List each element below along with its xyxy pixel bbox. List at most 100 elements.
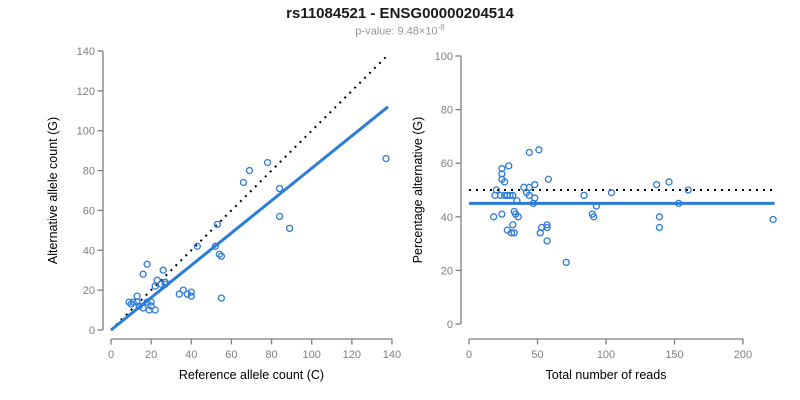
data-point [525,191,533,200]
y-tick-label: 0 [89,325,95,337]
y-axis-title: Alternative allele count (G) [46,117,60,264]
data-point [562,258,570,267]
x-axis-title: Reference allele count (C) [179,368,324,382]
data-point [187,288,195,296]
data-point [684,186,692,194]
x-tick-label: 40 [185,349,197,361]
allele-counts-plot: 0 20 40 60 80 100 120 140 0 20 40 60 80 100 120 140 Refe… [46,46,401,382]
data-point [674,199,683,208]
y-tick-label: 100 [77,126,95,138]
data-point [653,180,661,189]
data-point [129,298,137,306]
pvalue-exponent: -8 [437,23,445,32]
data-point [187,292,195,300]
y-tick-label: 140 [77,46,95,58]
data-point [510,229,518,237]
data-point [655,213,664,221]
data-point [147,302,155,310]
pvalue-text: p-value: 9.48×10 [355,25,438,38]
y-tick-label: 60 [441,158,453,170]
data-point [133,292,141,300]
data-point [514,213,522,221]
y-tick-label: 80 [83,166,95,178]
data-point [161,278,169,286]
y-tick-label: 100 [435,51,453,63]
data-point [505,162,513,170]
data-point [590,213,598,221]
identity-line [110,56,387,331]
data-point [498,210,506,218]
data-point [151,282,159,290]
x-tick-label: 0 [466,349,472,361]
data-point [143,298,151,306]
data-point [217,294,226,302]
data-point [215,250,224,258]
data-point [143,260,151,268]
data-point [245,166,254,175]
figure-title: rs11084521 - ENSG00000204514 [286,5,514,22]
data-point [535,146,543,154]
y-tick-label: 40 [83,245,95,257]
data-point [157,280,165,288]
data-point [275,212,284,221]
data-point [179,286,187,294]
x-tick-label: 150 [665,349,683,361]
data-point [285,224,294,233]
data-point [531,194,539,202]
data-point [139,270,147,278]
regression-line [110,105,389,332]
x-tick-label: 200 [734,349,752,361]
data-point [543,237,551,245]
x-tick-label: 0 [108,349,114,361]
y-tick-label: 0 [447,319,453,331]
data-point [580,191,588,200]
percentage-alternative-plot: 0 20 40 60 80 100 0 50 100 150 200 Total number of … [411,51,777,382]
data-point [263,158,272,167]
x-axis-title: Total number of reads [546,368,667,382]
y-tick-label: 60 [83,205,95,217]
x-tick-label: 100 [597,349,615,361]
y-axis-title: Percentage alternative (G) [411,117,425,264]
data-point [543,221,551,229]
x-tick-label: 20 [145,349,157,361]
data-point [543,223,551,232]
figure-subtitle: p-value: 9.48×10-8 [0,23,800,38]
data-point [531,180,539,189]
data-point [544,175,553,183]
data-point [382,154,390,163]
data-point [239,178,248,187]
data-point [607,189,616,197]
data-point [506,191,514,200]
data-point [490,213,498,221]
data-point [509,191,517,200]
x-tick-label: 80 [265,349,277,361]
data-point [592,202,601,210]
data-point [769,215,777,224]
y-tick-label: 20 [441,265,453,277]
data-point [525,148,533,157]
y-tick-label: 20 [83,285,95,297]
data-point [509,221,517,229]
data-point [275,184,284,193]
data-point [211,242,220,250]
data-point [135,302,143,310]
data-point [159,266,167,274]
data-point [496,191,505,200]
data-point [193,242,201,250]
data-point [125,298,133,306]
x-tick-label: 100 [303,349,321,361]
data-point [500,178,509,186]
data-point [655,223,664,232]
data-point [175,290,183,298]
x-tick-label: 140 [383,349,401,361]
y-tick-label: 120 [77,86,95,98]
data-point [147,298,155,306]
data-point [507,229,516,237]
data-point [217,252,226,260]
data-point [513,197,521,205]
data-point [665,178,673,186]
data-point [151,306,159,314]
y-tick-label: 40 [441,212,453,224]
